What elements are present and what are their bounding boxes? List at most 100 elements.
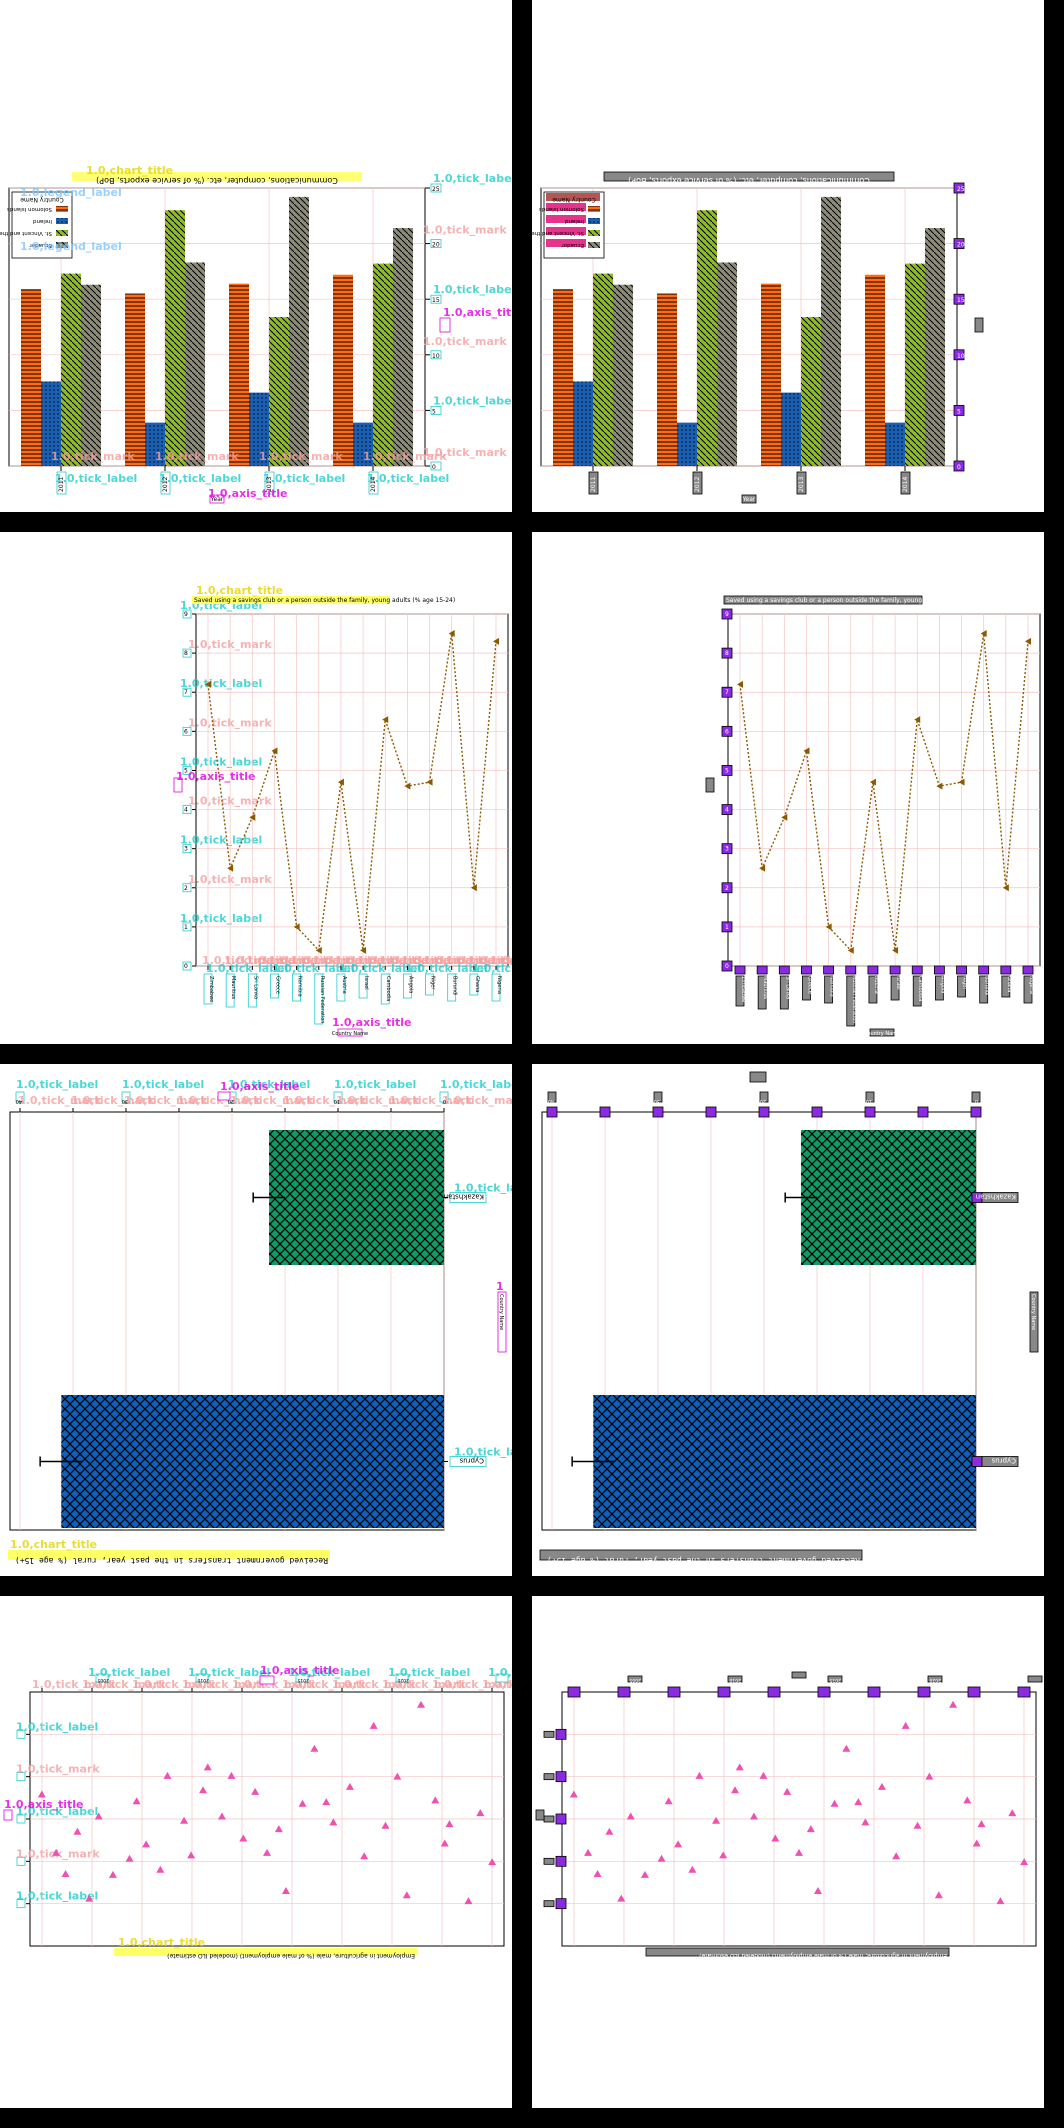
- annot-tick-mark: 1.0,tick_mark: [332, 1678, 416, 1691]
- x-tick-mark-box: [767, 1686, 781, 1698]
- data-point: [719, 1851, 728, 1859]
- x-tick-label: 2005: [629, 1677, 641, 1683]
- x-tick-label-box: [336, 973, 346, 1002]
- bar-hatch: [697, 210, 717, 466]
- annot-y-tick: 1.0,tick_label: [16, 1890, 98, 1903]
- chart-title: Saved using a savings club or a person o…: [194, 597, 455, 604]
- data-point: [227, 864, 234, 872]
- data-point: [448, 630, 455, 638]
- y-tick-label-box: [16, 1772, 26, 1782]
- y-tick-label-box: [182, 883, 192, 893]
- data-point: [293, 923, 300, 931]
- annot-chart-title: 1.0,chart_title: [86, 164, 173, 177]
- x-tick-label-box: [358, 973, 368, 999]
- x-tick-label-box: [979, 975, 989, 1004]
- x-tick-mark-box: [911, 965, 923, 975]
- data-point: [315, 946, 322, 954]
- data-point: [980, 630, 987, 638]
- data-point: [156, 1865, 165, 1873]
- x-axis-title-box: [337, 1028, 363, 1037]
- x-tick-mark-box: [756, 965, 768, 975]
- annot-tick-mark: 1.0,tick_mark: [442, 1094, 512, 1107]
- bar-hatch: [249, 392, 269, 466]
- bar-hatch: [185, 262, 205, 466]
- annot-tick-label: 1.0,tick_label: [288, 1666, 370, 1679]
- data-point: [199, 1786, 208, 1794]
- data-point: [806, 1825, 815, 1833]
- x-tick-mark-box: [933, 965, 945, 975]
- annot-tick-mark: 1.0,tick_mark: [363, 450, 447, 463]
- chart-title: Received government transfers in the pas…: [547, 1556, 860, 1565]
- y-tick-label: 4: [725, 807, 729, 814]
- data-point: [626, 1812, 635, 1820]
- bar-hatch: [269, 1130, 444, 1265]
- chart-3-boxed: 40 30 20 10 0 Kazakhstan Cyprus Received govern…: [539, 1071, 1039, 1565]
- legend-label: Solomon Islands: [7, 206, 52, 212]
- data-point: [771, 1834, 780, 1842]
- annot-tick-label: 1.0,tick_label: [488, 1666, 512, 1679]
- y-tick-label-box: [543, 1815, 555, 1823]
- data-point: [322, 1798, 331, 1806]
- bar-hatch: [925, 228, 945, 466]
- x-tick-label-box: [957, 975, 966, 998]
- data-point: [735, 1763, 744, 1771]
- annot-tick-label: 1.0,tick_label: [433, 283, 512, 296]
- x-tick-label: 2010: [729, 1677, 741, 1683]
- data-point: [657, 1854, 666, 1862]
- y-tick-label-box: [16, 1814, 26, 1824]
- bar-hatch: [553, 289, 573, 466]
- data-point: [470, 884, 477, 892]
- data-point: [913, 1821, 922, 1829]
- x-axis-title: Country Name: [332, 1031, 368, 1037]
- annot-tick-label: 1.0,tick_label: [334, 1078, 416, 1091]
- x-tick-label: Sri Lanka: [252, 976, 258, 999]
- y-tick-mark-box: [555, 1728, 567, 1740]
- x-tick-label-box: [368, 471, 379, 495]
- data-point: [431, 1796, 440, 1804]
- legend-swatch-hatch: [56, 218, 68, 224]
- x-tick-label-box: [927, 1675, 943, 1683]
- y-tick-label: Kazakhstan: [976, 1193, 1016, 1201]
- y-tick-label: 0: [725, 963, 729, 970]
- y-tick-label: 20: [432, 242, 440, 249]
- chart-1-boxed: Communications, computer, etc. (% of ser…: [532, 171, 984, 504]
- annot-y-tick: 1.0,tick_label: [16, 1720, 98, 1733]
- x-tick-label-box: [865, 1091, 875, 1103]
- chart-panel-4-right: 2005 2010 2015 2020 Employment in agricultur…: [532, 1596, 1044, 2108]
- y-tick-mark-box: [721, 843, 733, 855]
- x-tick-label-box: [1001, 975, 1011, 998]
- data-point: [664, 1797, 673, 1805]
- y-tick-mark-box: [953, 293, 965, 305]
- y-tick-label-box: [16, 1856, 26, 1866]
- annot-tick-mark: 1.0,tick_mark: [283, 1094, 367, 1107]
- x-tick-label: Nigeria: [1028, 976, 1034, 994]
- x-tick-label: 2011: [590, 477, 597, 492]
- x-tick-mark-box: [917, 1686, 931, 1698]
- bar-hatch: [593, 273, 613, 466]
- x-tick-label: 2020: [397, 1677, 409, 1683]
- chart-panel-2-right: 0 1 2 3 4 5 6 7 8 9 Zimbabwe Mauritius Sri Lanka Gree…: [532, 532, 1044, 1044]
- annot-axis-title: 1.0,axis_title: [176, 770, 256, 783]
- x-tick-label-box: [547, 1091, 557, 1103]
- data-point: [936, 782, 943, 790]
- annot-tick-mark: 1.0,tick_mark: [423, 335, 507, 348]
- annot-tick-mark: 1.0,tick_mark: [124, 1094, 208, 1107]
- annot-tick-label: 1.0,tick_label: [388, 1666, 470, 1679]
- data-point: [861, 1818, 870, 1826]
- x-tick-label: Russian Federation: [319, 976, 325, 1023]
- x-tick-label: Cambodia: [917, 976, 923, 1001]
- x-tick-label: 2014: [902, 477, 909, 492]
- data-point: [417, 1700, 426, 1708]
- bar-hatch: [717, 262, 737, 466]
- y-tick-label-box: [182, 609, 192, 619]
- data-point: [329, 1818, 338, 1826]
- x-tick-label-box: [759, 1091, 769, 1103]
- x-tick-label: 30: [654, 1098, 660, 1104]
- data-point: [996, 1897, 1005, 1905]
- y-tick-mark-box: [721, 608, 733, 620]
- x-tick-label: Greece: [806, 976, 812, 994]
- bar-hatch: [61, 1395, 445, 1528]
- data-point: [125, 1854, 134, 1862]
- x-tick-label-box: [425, 973, 434, 996]
- annot-tick-label: 1.0,tick_label: [405, 962, 487, 975]
